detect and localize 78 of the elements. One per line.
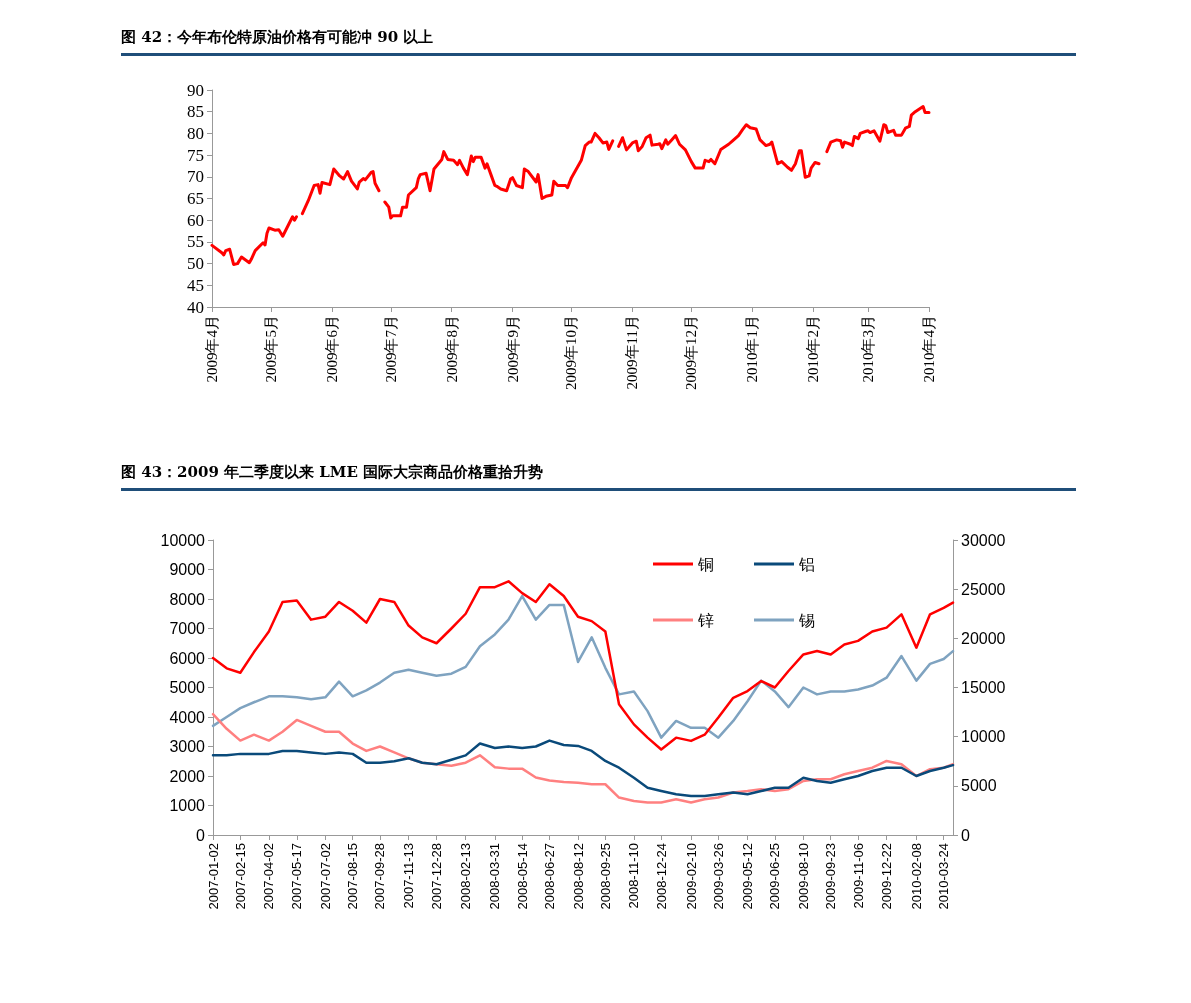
x-tick-label: 2010-03-24 xyxy=(936,843,952,910)
x-tick-label: 2009-03-26 xyxy=(710,843,726,910)
x-tick-label: 2007-09-28 xyxy=(372,843,388,910)
y-tick-label: 70 xyxy=(187,167,204,187)
y-tick-label: 0 xyxy=(196,826,206,844)
legend-label: 锡 xyxy=(798,610,815,630)
y-tick-label: 8000 xyxy=(169,590,206,608)
y-tick-label: 1000 xyxy=(169,797,206,814)
x-tick-label: 2007-04-02 xyxy=(261,843,277,910)
y-tick-label: 4000 xyxy=(169,708,206,726)
x-tick-label: 2008-09-25 xyxy=(597,843,613,910)
x-tick-label: 2008-06-27 xyxy=(541,843,557,910)
x-tick-label: 2008-12-24 xyxy=(653,843,669,910)
y-tick-label: 5000 xyxy=(169,679,206,696)
legend-label: 铜 xyxy=(697,554,714,574)
x-tick-label: 2009年7月 xyxy=(382,315,399,383)
x-tick-label: 2008-02-13 xyxy=(458,843,474,910)
x-tick-label: 2010-02-08 xyxy=(908,843,924,910)
x-tick-label: 2007-02-15 xyxy=(232,843,248,910)
y-tick-label: 10000 xyxy=(160,531,206,549)
x-tick-label: 2007-07-02 xyxy=(317,843,333,910)
legend-label: 锌 xyxy=(697,610,714,630)
y2-tick-label: 5000 xyxy=(961,777,997,795)
y-tick-label: 85 xyxy=(187,102,204,122)
y2-tick-label: 0 xyxy=(961,826,970,844)
x-tick-label: 2009-02-10 xyxy=(683,843,699,910)
x-tick-label: 2009年5月 xyxy=(262,315,279,383)
y2-tick-label: 20000 xyxy=(961,629,1006,647)
chart-title: 图 43：2009 年二季度以来 LME 国际大宗商品价格重拾升势 xyxy=(121,463,1076,491)
x-tick-label: 2008-11-10 xyxy=(626,843,642,909)
y-tick-label: 65 xyxy=(187,189,204,208)
x-tick-label: 2009年10月 xyxy=(563,315,580,390)
x-tick-label: 2008-03-31 xyxy=(487,843,503,910)
x-tick-label: 2009年11月 xyxy=(624,315,641,390)
x-tick-label: 2009-12-22 xyxy=(879,843,895,910)
y-tick-label: 9000 xyxy=(169,561,206,578)
y-tick-label: 45 xyxy=(187,275,204,295)
x-tick-label: 2009-05-12 xyxy=(740,843,756,910)
x-tick-label: 2009-06-25 xyxy=(767,843,783,910)
x-tick-label: 2010年3月 xyxy=(860,315,877,383)
y-tick-label: 40 xyxy=(187,297,204,317)
x-tick-label: 2009年6月 xyxy=(323,315,340,383)
y-tick-label: 3000 xyxy=(169,738,206,755)
x-tick-label: 2007-11-13 xyxy=(401,843,417,909)
x-tick-label: 2009年9月 xyxy=(504,315,521,383)
y-tick-label: 60 xyxy=(187,210,204,230)
y-tick-label: 2000 xyxy=(169,767,206,785)
y-tick-label: 7000 xyxy=(169,620,206,637)
x-tick-label: 2009-08-10 xyxy=(795,843,811,910)
y-tick-label: 55 xyxy=(187,232,204,252)
x-tick-label: 2007-05-17 xyxy=(289,843,305,910)
x-tick-label: 2009年12月 xyxy=(683,315,700,390)
y2-tick-label: 10000 xyxy=(961,728,1006,746)
y2-tick-label: 25000 xyxy=(961,580,1006,598)
legend-label: 铝 xyxy=(798,554,815,574)
y-tick-label: 50 xyxy=(187,254,204,274)
y2-tick-label: 15000 xyxy=(961,679,1006,696)
line-series xyxy=(211,594,955,739)
y2-tick-label: 30000 xyxy=(961,531,1006,549)
x-tick-label: 2009年8月 xyxy=(443,315,460,383)
y-tick-label: 80 xyxy=(187,123,204,143)
x-tick-label: 2009-11-06 xyxy=(850,843,866,909)
x-tick-label: 2007-12-28 xyxy=(428,843,444,910)
x-tick-label: 2007-01-02 xyxy=(205,843,221,910)
x-tick-label: 2007-08-15 xyxy=(345,843,361,910)
x-tick-label: 2009年4月 xyxy=(204,315,220,383)
y-tick-label: 6000 xyxy=(169,649,206,667)
y-tick-label: 75 xyxy=(187,145,204,165)
line-series xyxy=(211,580,955,751)
x-tick-label: 2010年4月 xyxy=(921,315,937,383)
x-tick-label: 2010年1月 xyxy=(744,315,761,383)
x-tick-label: 2010年2月 xyxy=(805,315,822,383)
x-tick-label: 2008-08-12 xyxy=(570,843,586,910)
chart-title: 图 42：今年布伦特原油价格有可能冲 90 以上 xyxy=(121,28,1076,56)
line-series xyxy=(211,739,955,798)
x-tick-label: 2009-09-23 xyxy=(823,843,839,910)
y-tick-label: 90 xyxy=(187,80,204,100)
x-tick-label: 2008-05-14 xyxy=(514,843,530,910)
